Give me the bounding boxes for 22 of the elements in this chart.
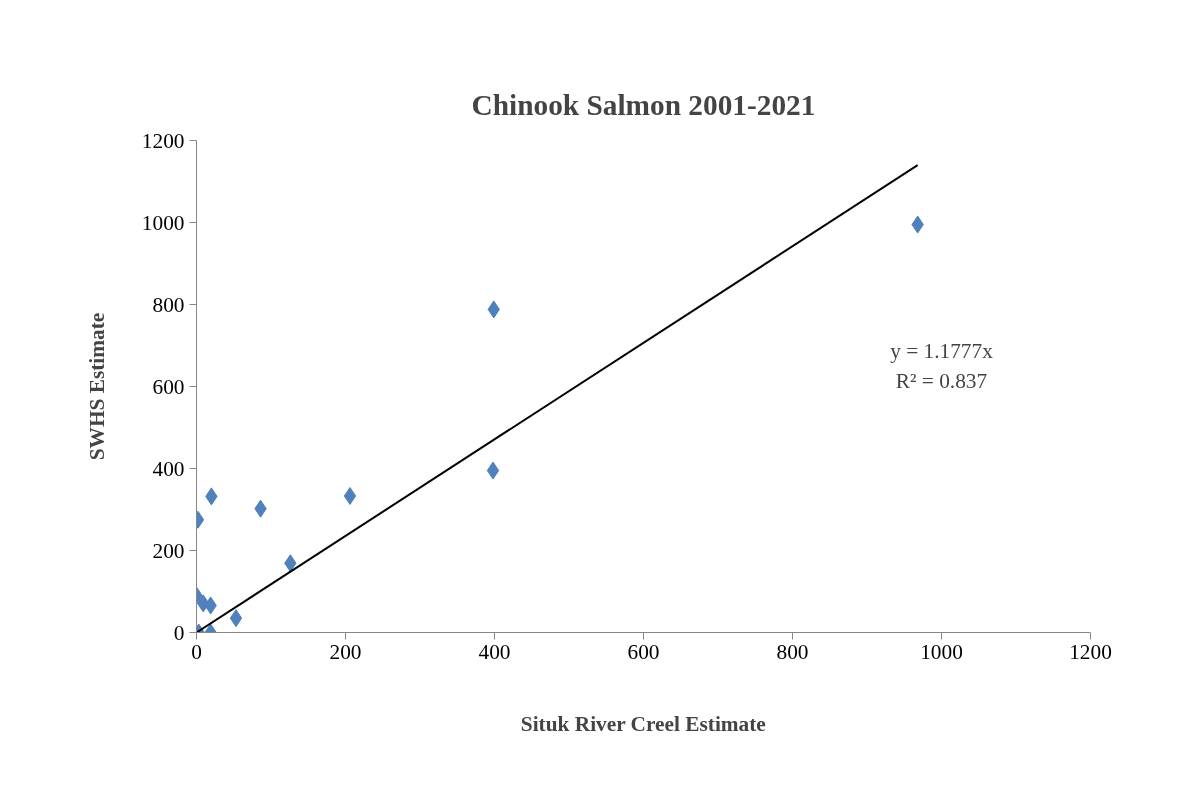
y-tick-label: 400	[152, 456, 185, 481]
x-tick-label: 1200	[1069, 639, 1112, 664]
x-axis-title: Situk River Creel Estimate	[520, 711, 766, 736]
y-tick-label: 0	[173, 620, 185, 645]
x-tick-label: 400	[478, 639, 511, 664]
x-tick-label: 1000	[920, 639, 963, 664]
y-tick-label: 800	[152, 292, 185, 317]
x-tick-label: 200	[329, 639, 362, 664]
y-tick-label: 200	[152, 538, 185, 563]
point	[486, 461, 500, 480]
annotation: y = 1.1777x	[890, 338, 994, 363]
x-tick-label: 800	[776, 639, 809, 664]
y-tick-label: 600	[152, 374, 185, 399]
x-tick-label: 0	[191, 639, 202, 664]
y-tick-label: 1000	[141, 210, 185, 235]
point	[229, 609, 243, 628]
y-tick-label: 1200	[141, 128, 185, 153]
x-tick-label: 600	[627, 639, 660, 664]
chart-title: Chinook Salmon 2001-2021	[471, 88, 816, 121]
y-axis-title: SWHS Estimate	[84, 312, 109, 461]
point	[343, 486, 357, 505]
annotation: R² = 0.837	[895, 368, 988, 393]
